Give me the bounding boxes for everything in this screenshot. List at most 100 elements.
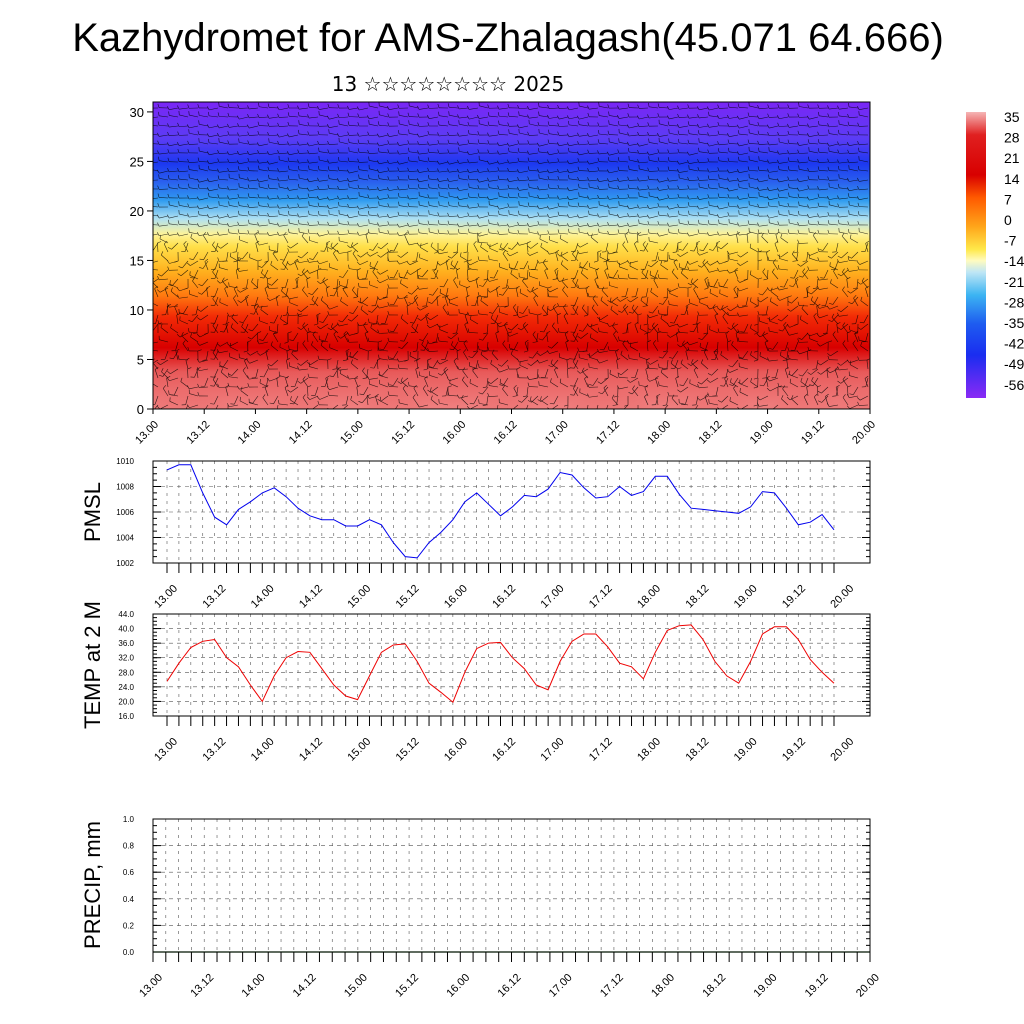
- wind-barb-flag: [367, 139, 370, 144]
- wind-barb-flag: [613, 395, 618, 398]
- wind-barb: [332, 404, 339, 409]
- wind-barb-flag: [585, 285, 590, 289]
- wind-barb-flag: [407, 167, 410, 172]
- wind-barb: [509, 143, 519, 147]
- wind-barb-flag: [337, 335, 341, 339]
- wind-barb-flag: [330, 242, 333, 247]
- wind-barb: [783, 278, 789, 288]
- wind-barb-flag: [286, 295, 290, 300]
- wind-barb-flag: [572, 277, 576, 281]
- wind-barb: [339, 197, 349, 200]
- wind-barb: [662, 242, 669, 251]
- wind-barb: [373, 260, 379, 270]
- wind-barb: [179, 125, 189, 127]
- wind-barb-flag: [734, 267, 738, 271]
- wind-barb-flag: [523, 278, 528, 281]
- wind-barb: [519, 132, 529, 136]
- wind-barb: [189, 215, 199, 218]
- wind-barb: [829, 151, 839, 154]
- wind-barb-flag: [182, 340, 186, 344]
- wind-barb-flag: [584, 375, 588, 379]
- wind-barb-flag: [377, 121, 380, 126]
- wind-barb-flag: [608, 111, 610, 116]
- wind-barb-flag: [487, 121, 490, 126]
- wind-barb-flag: [856, 397, 861, 401]
- wind-barb: [819, 124, 829, 127]
- wind-barb-flag: [317, 105, 320, 110]
- wind-barb: [449, 195, 459, 199]
- wind-barb-flag: [846, 331, 851, 334]
- wind-barb-flag: [408, 129, 410, 134]
- wind-barb-flag: [697, 176, 700, 181]
- wind-barb-flag: [226, 222, 230, 227]
- wind-barb-flag: [517, 140, 520, 145]
- wind-barb: [459, 116, 469, 119]
- wind-barb: [249, 377, 259, 380]
- wind-barb: [833, 271, 839, 280]
- wind-barb: [699, 223, 709, 226]
- wind-barb-flag: [860, 296, 863, 301]
- wind-barb-flag: [716, 260, 720, 265]
- wind-barb: [154, 404, 159, 409]
- wind-barb-flag: [639, 324, 642, 329]
- wind-barb: [579, 357, 589, 361]
- wind-barb: [729, 205, 739, 208]
- wind-barb: [669, 224, 679, 227]
- wind-barb-flag: [434, 251, 439, 254]
- wind-barb: [289, 296, 299, 300]
- wind-barb-flag: [646, 340, 651, 343]
- wind-barb: [462, 379, 469, 388]
- wind-barb: [649, 152, 659, 156]
- wind-barb-flag: [588, 210, 590, 215]
- wind-barb-flag: [526, 252, 530, 256]
- wind-barb: [248, 206, 259, 208]
- wind-barb-flag: [336, 177, 340, 182]
- wind-barb: [584, 378, 589, 388]
- wind-barb: [619, 340, 629, 343]
- wind-barb-flag: [236, 267, 240, 271]
- wind-barb-flag: [777, 221, 780, 226]
- wind-barb-flag: [667, 177, 670, 182]
- wind-barb-flag: [284, 341, 289, 344]
- wind-barb: [230, 256, 239, 262]
- wind-barb: [212, 298, 219, 307]
- wind-barb-flag: [437, 220, 440, 225]
- wind-barb-flag: [597, 194, 600, 199]
- wind-barb: [759, 170, 769, 172]
- wind-barb: [739, 213, 749, 217]
- wind-barb: [159, 170, 169, 174]
- wind-barb: [609, 233, 619, 235]
- wind-barb-flag: [857, 281, 861, 285]
- wind-barb: [849, 188, 859, 192]
- wind-barb: [159, 152, 169, 155]
- wind-barb: [489, 395, 499, 397]
- wind-barb-flag: [497, 167, 500, 172]
- wind-barb-flag: [387, 221, 390, 226]
- wind-barb: [229, 286, 239, 289]
- wind-barb-flag: [507, 327, 512, 331]
- wind-barb-flag: [846, 187, 850, 191]
- wind-barb-flag: [196, 358, 200, 363]
- wind-barb-flag: [366, 115, 370, 119]
- wind-barb-flag: [507, 184, 510, 189]
- wind-barb: [800, 260, 809, 267]
- wind-barb-flag: [327, 407, 330, 409]
- wind-barb-flag: [599, 253, 601, 258]
- wind-barb: [515, 288, 519, 298]
- wind-barb-flag: [587, 167, 590, 172]
- wind-barb-flag: [676, 323, 680, 328]
- wind-barb: [179, 114, 189, 118]
- wind-barb: [220, 242, 229, 249]
- wind-barb-flag: [427, 389, 431, 393]
- wind-barb: [239, 232, 249, 235]
- wind-barb: [509, 132, 519, 136]
- wind-barb-flag: [294, 258, 298, 262]
- wind-barb-flag: [597, 130, 600, 135]
- wind-barb: [848, 152, 859, 154]
- wind-barb: [449, 383, 459, 388]
- wind-barb: [649, 106, 659, 109]
- wind-barb-flag: [707, 168, 710, 173]
- wind-barb: [419, 305, 429, 311]
- wind-barb: [704, 279, 709, 289]
- wind-barb-flag: [386, 159, 390, 164]
